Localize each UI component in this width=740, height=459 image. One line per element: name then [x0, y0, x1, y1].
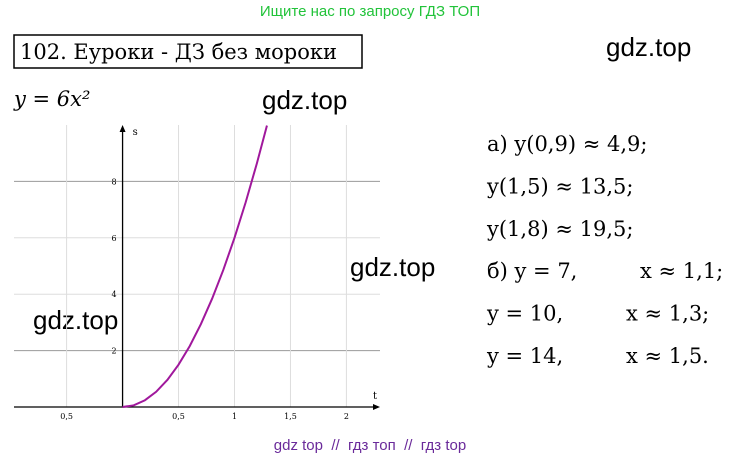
- answer-x: x ≈ 1,5.: [626, 344, 709, 368]
- title-box: [13, 34, 363, 69]
- y-axis-label: s: [133, 127, 138, 138]
- answer: y(1,8) ≈ 19,5;: [486, 217, 633, 241]
- y-tick-label: 6: [111, 234, 116, 243]
- x-tick-label: 1,5: [284, 412, 297, 421]
- answer: y(1,5) ≈ 13,5;: [486, 174, 633, 198]
- title: 102. Еуроки - ДЗ без мороки: [20, 40, 337, 64]
- answer: а) y(0,9) ≈ 4,9;: [487, 132, 647, 156]
- y-axis-arrow: [119, 125, 126, 132]
- answer-x: x ≈ 1,3;: [626, 302, 709, 326]
- y-tick-label: 8: [111, 177, 116, 186]
- footer: gdz top // гдз топ // гдз top: [274, 437, 466, 454]
- answer: y = 14,: [486, 344, 563, 368]
- x-tick-label: 0,5: [60, 412, 73, 421]
- watermark: gdz.top: [33, 305, 118, 335]
- curve: [122, 125, 268, 408]
- x-tick-label: 2: [344, 412, 349, 421]
- x-axis-label: t: [373, 391, 377, 402]
- watermark: gdz.top: [350, 252, 435, 282]
- watermark: gdz.top: [262, 85, 347, 115]
- x-tick-label: 0,5: [172, 412, 185, 421]
- answer: y = 10,: [486, 302, 563, 326]
- x-tick-label: 1: [232, 412, 237, 421]
- y-tick-label: 4: [111, 290, 116, 299]
- top-note: Ищите нас по запросу ГДЗ ТОП: [260, 3, 480, 20]
- watermark: gdz.top: [606, 32, 691, 62]
- x-axis-arrow: [373, 404, 380, 410]
- formula: y = 6x²: [13, 87, 90, 111]
- answer: б) y = 7,: [487, 259, 577, 283]
- y-tick-label: 2: [111, 347, 116, 356]
- answer-x: x ≈ 1,1;: [640, 259, 723, 283]
